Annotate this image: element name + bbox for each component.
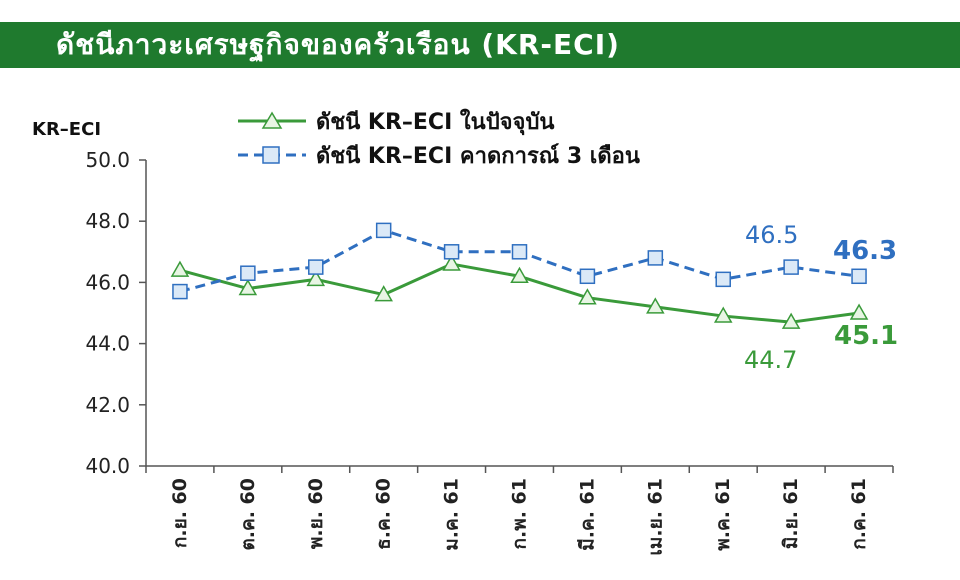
data-point [442,254,461,271]
data-point [715,271,731,288]
data-point [579,268,596,285]
data-point [647,250,664,266]
x-tick-label: ม.ค. 61 [441,478,463,551]
legend: ดัชนี KR–ECI ในปัจจุบัน ดัชนี KR–ECI คาด… [238,108,640,169]
y-tick-label: 50.0 [85,148,130,172]
axes [145,160,893,467]
annotation-current-prev: 44.7 [744,346,797,374]
x-tick-label: พ.ย. 60 [305,478,327,549]
data-point [510,266,529,284]
data-point [374,285,393,302]
data-point [306,269,326,287]
data-point [170,260,190,277]
data-point [240,265,256,281]
series-0 [170,254,869,329]
data-point [238,279,258,296]
annotation-forecast-prev: 46.5 [745,221,798,249]
data-point [849,303,869,320]
x-tick-label: ก.ค. 61 [848,478,870,550]
series-1 [172,222,867,300]
chart-title: ดัชนีภาวะเศรษฐกิจของครัวเรือน (KR-ECI) [0,22,960,68]
legend-label-current: ดัชนี KR–ECI ในปัจจุบัน [316,108,554,136]
x-axis-ticks: ก.ย. 60 ต.ค. 60 พ.ย. 60 ธ.ค. 60 ม.ค. 61 ก.พ. … [145,466,894,556]
legend-marker-forecast [262,146,280,164]
legend-label-forecast: ดัชนี KR–ECI คาดการณ์ 3 เดือน [316,143,640,169]
data-point [851,268,867,285]
data-point [713,306,733,323]
data-point [578,288,597,305]
y-tick-label: 42.0 [85,393,130,417]
annotations: 46.5 46.3 44.7 45.1 [744,221,898,374]
y-axis-ticks: 40.0 42.0 44.0 46.0 48.0 50.0 [85,148,146,478]
data-point [646,297,665,314]
x-tick-label: มี.ค. 61 [576,478,598,551]
y-unit-label: KR–ECI [32,119,101,140]
y-tick-label: 48.0 [85,209,130,233]
annotation-current-latest: 45.1 [834,321,898,351]
data-point [443,244,460,260]
x-tick-label: ก.พ. 61 [509,478,531,550]
y-tick-label: 46.0 [85,270,130,294]
legend-marker-current [261,111,283,129]
x-tick-label: ก.ย. 60 [169,478,191,548]
series-layer [170,222,869,329]
data-point [781,312,801,329]
data-point [308,259,324,275]
x-tick-label: ต.ค. 60 [237,478,259,551]
y-tick-label: 44.0 [85,332,130,356]
x-tick-label: มิ.ย. 61 [780,478,802,549]
annotation-forecast-latest: 46.3 [833,236,897,266]
x-tick-label: ธ.ค. 60 [373,478,395,550]
data-point [511,244,528,260]
x-tick-label: พ.ค. 61 [712,478,734,551]
data-point [172,283,188,300]
y-tick-label: 40.0 [85,454,130,478]
data-point [375,222,392,239]
data-point [783,259,799,275]
x-tick-label: เม.ย. 61 [644,478,666,556]
